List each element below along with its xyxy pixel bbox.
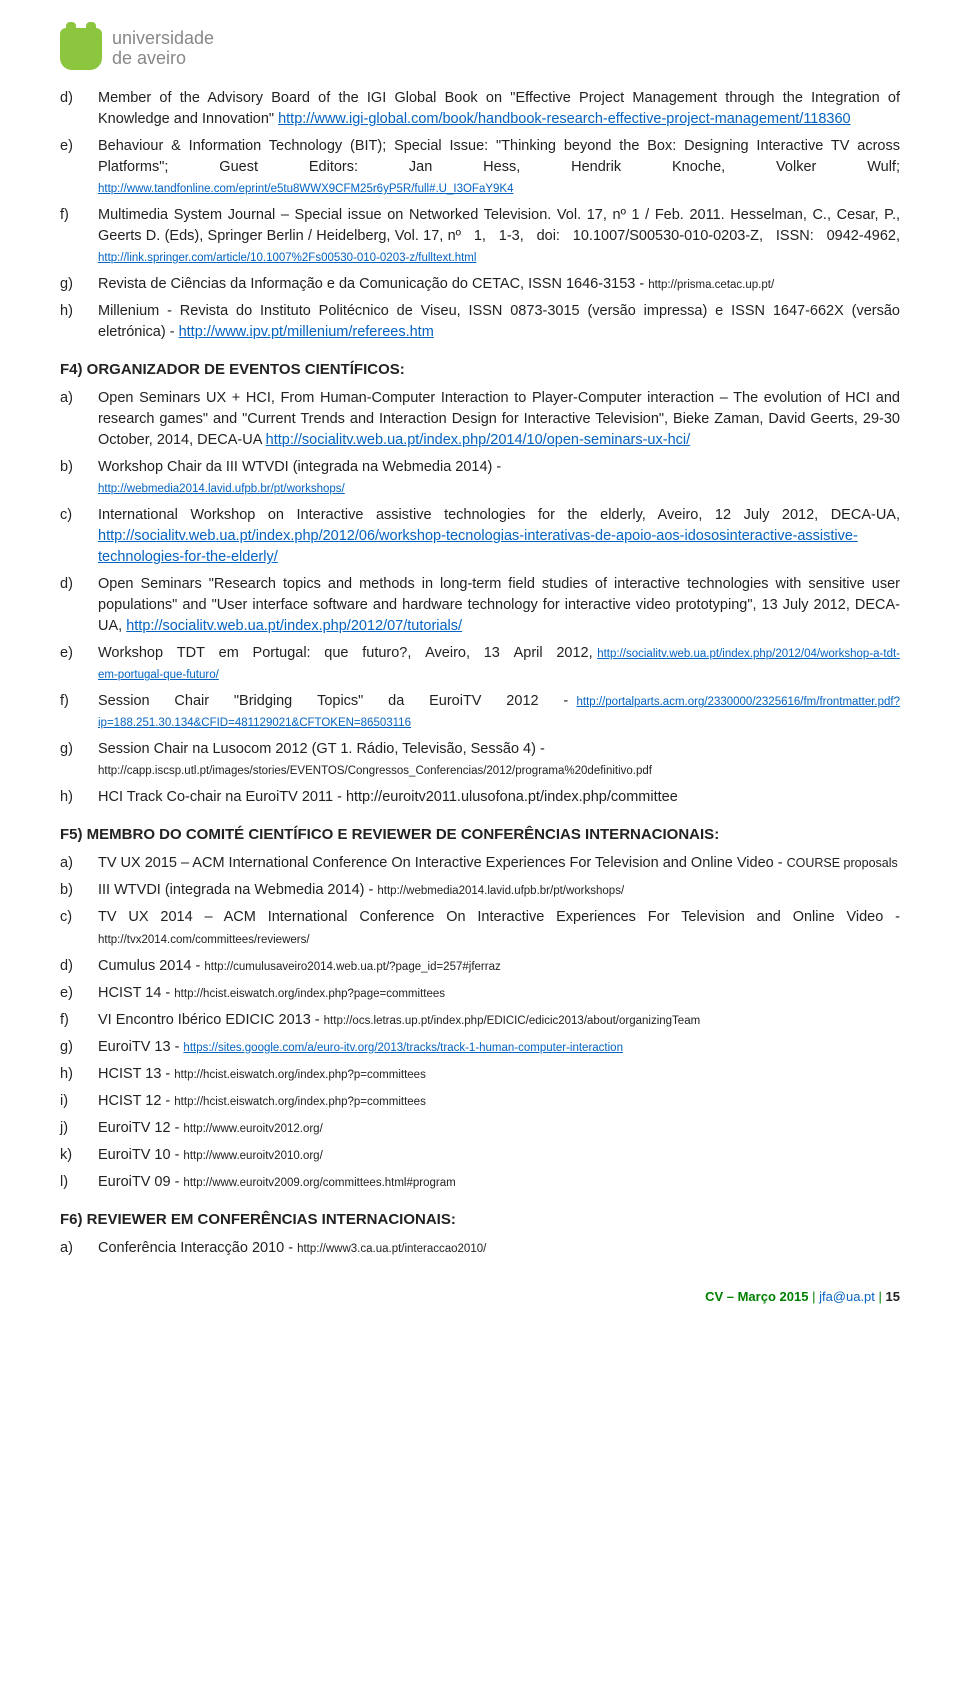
item-content: International Workshop on Interactive as… [98,505,900,568]
item-marker: k) [60,1145,98,1166]
list-item: g)Session Chair na Lusocom 2012 (GT 1. R… [60,739,900,781]
item-marker: b) [60,880,98,901]
item-content: Session Chair "Bridging Topics" da Euroi… [98,691,900,733]
item-content: Multimedia System Journal – Special issu… [98,205,900,268]
item-content: HCIST 13 - http://hcist.eiswatch.org/ind… [98,1064,900,1085]
page-footer: CV – Março 2015 | jfa@ua.pt | 15 [60,1289,900,1304]
item-marker: f) [60,1010,98,1031]
footer-sep: | [812,1289,819,1304]
list-item: e)HCIST 14 - http://hcist.eiswatch.org/i… [60,983,900,1004]
item-content: III WTVDI (integrada na Webmedia 2014) -… [98,880,900,901]
item-content: Member of the Advisory Board of the IGI … [98,88,900,130]
list-f6: a)Conferência Interacção 2010 - http://w… [60,1238,900,1259]
item-content: HCI Track Co-chair na EuroiTV 2011 - htt… [98,787,900,808]
item-marker: h) [60,787,98,808]
item-content: Revista de Ciências da Informação e da C… [98,274,900,295]
item-content: Workshop Chair da III WTVDI (integrada n… [98,457,900,499]
item-marker: e) [60,983,98,1004]
footer-cv: CV – Março 2015 [705,1289,808,1304]
item-content: Session Chair na Lusocom 2012 (GT 1. Rád… [98,739,900,781]
list-item: g)Revista de Ciências da Informação e da… [60,274,900,295]
list-item: j)EuroiTV 12 - http://www.euroitv2012.or… [60,1118,900,1139]
item-content: EuroiTV 13 - https://sites.google.com/a/… [98,1037,900,1058]
list-item: e)Behaviour & Information Technology (BI… [60,136,900,199]
item-content: Workshop TDT em Portugal: que futuro?, A… [98,643,900,685]
item-marker: g) [60,1037,98,1058]
item-marker: j) [60,1118,98,1139]
item-content: TV UX 2014 – ACM International Conferenc… [98,907,900,949]
document-page: universidade de aveiro d)Member of the A… [0,0,960,1332]
item-content: Millenium - Revista do Instituto Politéc… [98,301,900,343]
university-logo: universidade de aveiro [60,28,900,70]
list-item: a)Open Seminars UX + HCI, From Human-Com… [60,388,900,451]
item-content: EuroiTV 12 - http://www.euroitv2012.org/ [98,1118,900,1139]
list-continuation: d)Member of the Advisory Board of the IG… [60,88,900,343]
item-content: EuroiTV 10 - http://www.euroitv2010.org/ [98,1145,900,1166]
footer-sep2: | [879,1289,886,1304]
item-marker: l) [60,1172,98,1193]
list-item: i)HCIST 12 - http://hcist.eiswatch.org/i… [60,1091,900,1112]
item-content: EuroiTV 09 - http://www.euroitv2009.org/… [98,1172,900,1193]
list-item: h)Millenium - Revista do Instituto Polit… [60,301,900,343]
item-marker: c) [60,907,98,949]
list-item: f)Session Chair "Bridging Topics" da Eur… [60,691,900,733]
item-marker: c) [60,505,98,568]
item-marker: d) [60,956,98,977]
list-item: a)Conferência Interacção 2010 - http://w… [60,1238,900,1259]
item-marker: b) [60,457,98,499]
list-item: f)VI Encontro Ibérico EDICIC 2013 - http… [60,1010,900,1031]
list-item: a)TV UX 2015 – ACM International Confere… [60,853,900,874]
list-item: f)Multimedia System Journal – Special is… [60,205,900,268]
list-item: b)Workshop Chair da III WTVDI (integrada… [60,457,900,499]
item-content: TV UX 2015 – ACM International Conferenc… [98,853,900,874]
item-marker: h) [60,1064,98,1085]
item-content: Behaviour & Information Technology (BIT)… [98,136,900,199]
item-marker: d) [60,88,98,130]
list-f4: a)Open Seminars UX + HCI, From Human-Com… [60,388,900,808]
list-item: k)EuroiTV 10 - http://www.euroitv2010.or… [60,1145,900,1166]
list-item: c)International Workshop on Interactive … [60,505,900,568]
item-marker: e) [60,643,98,685]
section-f6-title: F6) REVIEWER EM CONFERÊNCIAS INTERNACION… [60,1211,900,1228]
list-item: d)Member of the Advisory Board of the IG… [60,88,900,130]
logo-icon [60,28,102,70]
list-item: h)HCIST 13 - http://hcist.eiswatch.org/i… [60,1064,900,1085]
item-content: HCIST 14 - http://hcist.eiswatch.org/ind… [98,983,900,1004]
item-content: VI Encontro Ibérico EDICIC 2013 - http:/… [98,1010,900,1031]
logo-line1: universidade [112,29,214,49]
item-marker: d) [60,574,98,637]
item-marker: f) [60,205,98,268]
item-marker: a) [60,388,98,451]
footer-page: 15 [886,1289,900,1304]
item-content: HCIST 12 - http://hcist.eiswatch.org/ind… [98,1091,900,1112]
item-content: Open Seminars UX + HCI, From Human-Compu… [98,388,900,451]
list-item: b)III WTVDI (integrada na Webmedia 2014)… [60,880,900,901]
item-marker: h) [60,301,98,343]
list-item: e)Workshop TDT em Portugal: que futuro?,… [60,643,900,685]
list-item: g)EuroiTV 13 - https://sites.google.com/… [60,1037,900,1058]
list-f5: a)TV UX 2015 – ACM International Confere… [60,853,900,1192]
list-item: d)Open Seminars "Research topics and met… [60,574,900,637]
item-content: Conferência Interacção 2010 - http://www… [98,1238,900,1259]
item-marker: g) [60,739,98,781]
item-marker: i) [60,1091,98,1112]
list-item: h)HCI Track Co-chair na EuroiTV 2011 - h… [60,787,900,808]
list-item: l)EuroiTV 09 - http://www.euroitv2009.or… [60,1172,900,1193]
item-marker: g) [60,274,98,295]
item-content: Cumulus 2014 - http://cumulusaveiro2014.… [98,956,900,977]
logo-line2: de aveiro [112,49,214,69]
item-marker: f) [60,691,98,733]
item-marker: e) [60,136,98,199]
list-item: d)Cumulus 2014 - http://cumulusaveiro201… [60,956,900,977]
item-marker: a) [60,1238,98,1259]
list-item: c)TV UX 2014 – ACM International Confere… [60,907,900,949]
logo-text: universidade de aveiro [112,29,214,69]
section-f5-title: F5) MEMBRO DO COMITÉ CIENTÍFICO E REVIEW… [60,826,900,843]
item-content: Open Seminars "Research topics and metho… [98,574,900,637]
section-f4-title: F4) ORGANIZADOR DE EVENTOS CIENTÍFICOS: [60,361,900,378]
item-marker: a) [60,853,98,874]
footer-email: jfa@ua.pt [819,1289,875,1304]
